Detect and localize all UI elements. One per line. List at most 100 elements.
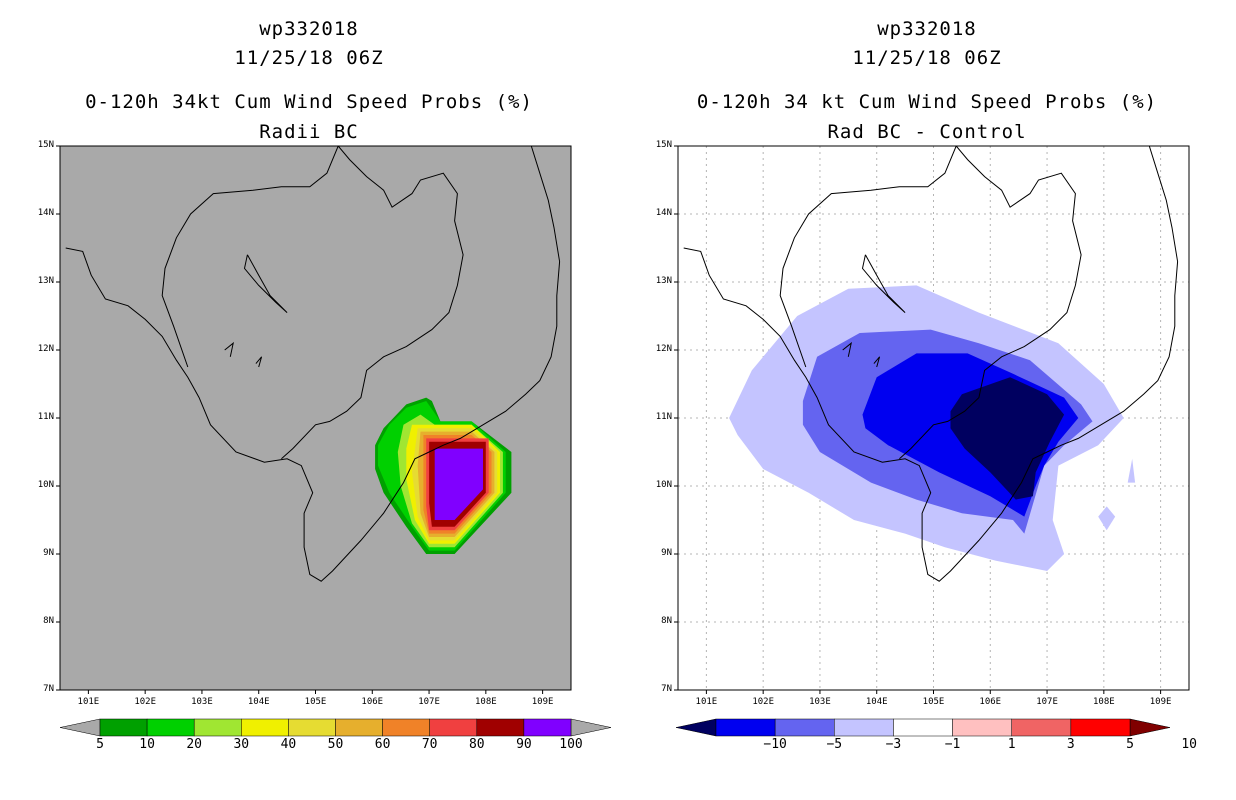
colorbar-underflow (59, 718, 101, 737)
coastline (65, 146, 561, 582)
colorbar-label: 40 (280, 737, 297, 752)
y-tick-label: 15N (655, 140, 672, 150)
colorbar-label: −5 (826, 737, 843, 752)
y-tick-label: 12N (37, 344, 54, 354)
coastline (224, 341, 234, 357)
colorbar-swatch (146, 718, 195, 737)
colorbar-swatch (429, 718, 478, 737)
colorbar-label: 1 (1007, 737, 1016, 752)
coastline (899, 146, 1082, 460)
colorbar-swatch (1070, 718, 1131, 737)
colorbar-label: 5 (1126, 737, 1134, 752)
x-tick-label: 103E (191, 697, 213, 707)
storm-id: wp332018 (877, 18, 977, 40)
y-tick-label: 9N (661, 548, 672, 558)
coastline (861, 254, 906, 313)
colorbar-label: 90 (516, 737, 532, 752)
colorbar-swatch (715, 718, 776, 737)
coastline (873, 356, 881, 368)
colorbar-swatch (1011, 718, 1072, 737)
x-tick-label: 105E (304, 697, 327, 707)
datetime: 11/25/18 06Z (234, 47, 384, 69)
storm-id: wp332018 (259, 18, 359, 40)
chart-subtitle: Radii BC (259, 121, 359, 143)
y-tick-label: 8N (661, 616, 672, 626)
y-tick-label: 9N (43, 548, 54, 558)
colorbar-label: 70 (421, 737, 438, 752)
colorbar-overflow (570, 718, 612, 737)
x-tick-label: 104E (865, 697, 888, 707)
contour-level-neg10 (950, 377, 1065, 500)
x-tick-label: 104E (247, 697, 270, 707)
colorbar-swatch (834, 718, 894, 737)
y-tick-label: 10N (37, 480, 54, 490)
x-tick-label: 108E (474, 697, 497, 707)
colorbar-label: 5 (96, 737, 104, 752)
x-tick-label: 101E (695, 697, 718, 707)
x-tick-label: 105E (922, 697, 945, 707)
x-tick-label: 102E (752, 697, 774, 707)
coastline (255, 356, 263, 368)
y-tick-label: 7N (43, 684, 54, 694)
y-tick-label: 10N (655, 480, 672, 490)
y-tick-label: 7N (661, 684, 672, 694)
chart-title: 0-120h 34 kt Cum Wind Speed Probs (%) (696, 91, 1158, 113)
colorbar-swatch (893, 718, 953, 737)
datetime: 11/25/18 06Z (852, 47, 1002, 69)
colorbar-label: −1 (944, 737, 961, 752)
coastline (161, 146, 339, 368)
x-tick-label: 106E (979, 697, 1002, 707)
y-tick-label: 15N (37, 140, 54, 150)
colorbar-label: 20 (186, 737, 203, 752)
colorbar-swatch (99, 718, 148, 737)
colorbar-swatch (774, 718, 835, 737)
x-tick-label: 101E (77, 697, 100, 707)
map-layers (65, 146, 561, 582)
colorbar-label: 50 (327, 737, 344, 752)
right-panel: wp332018 11/25/18 06Z 0-120h 34 kt Cum W… (618, 0, 1236, 800)
map-layers (678, 146, 1189, 690)
y-tick-label: 13N (655, 276, 672, 286)
coastline (243, 254, 288, 313)
contour-level-90 (434, 448, 483, 520)
coastline (281, 146, 464, 460)
colorbar-label: 60 (374, 737, 391, 752)
y-tick-label: 13N (37, 276, 54, 286)
colorbar-swatch (335, 718, 383, 737)
colorbar-swatch (193, 718, 242, 737)
contour-level-neg1 (1098, 506, 1116, 531)
x-tick-label: 106E (361, 697, 384, 707)
colorbar-label: 80 (468, 737, 485, 752)
colorbar-label: −3 (885, 737, 902, 752)
x-tick-label: 102E (134, 697, 156, 707)
colorbar-label: −10 (763, 737, 787, 752)
colorbar-underflow (675, 718, 717, 737)
x-tick-label: 103E (809, 697, 831, 707)
colorbar-label: 10 (139, 737, 155, 752)
y-tick-label: 14N (37, 208, 54, 218)
y-tick-label: 12N (655, 344, 672, 354)
x-tick-label: 108E (1092, 697, 1115, 707)
contour-level-neg1 (1127, 458, 1136, 483)
x-tick-label: 109E (1149, 697, 1172, 707)
right-map-plot (674, 145, 1190, 737)
left-panel: wp332018 11/25/18 06Z 0-120h 34kt Cum Wi… (37, 18, 612, 752)
left-map-plot (56, 145, 612, 737)
coastline (683, 146, 1179, 582)
colorbar-swatch (241, 718, 289, 737)
map-background (60, 146, 571, 690)
coastline (779, 146, 957, 368)
x-tick-label: 107E (418, 697, 440, 707)
colorbar-swatch (523, 718, 572, 737)
colorbar-overflow (1129, 718, 1171, 737)
colorbar-swatch (952, 718, 1012, 737)
colorbar-label: 100 (559, 737, 583, 752)
colorbar-swatch (476, 718, 525, 737)
coastline (842, 341, 852, 357)
y-tick-label: 8N (43, 616, 54, 626)
colorbar-label: 10 (1181, 737, 1197, 752)
chart-title: 0-120h 34kt Cum Wind Speed Probs (%) (85, 91, 533, 113)
x-tick-label: 107E (1036, 697, 1058, 707)
y-tick-label: 11N (655, 412, 672, 422)
y-tick-label: 14N (655, 208, 672, 218)
